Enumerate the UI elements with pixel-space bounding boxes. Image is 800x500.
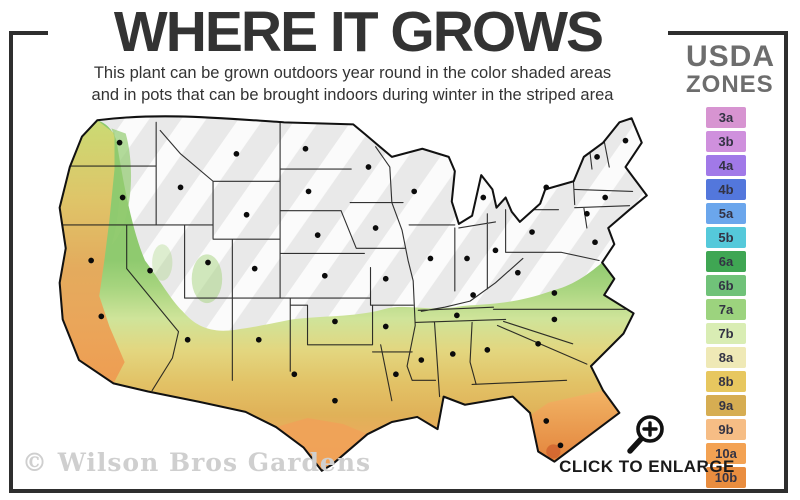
legend-zone-5a: 5a [706,203,746,224]
legend-zone-7b: 7b [706,323,746,344]
subtitle-line-2: and in pots that can be brought indoors … [91,86,614,105]
us-outline [58,115,648,472]
legend-zone-3b: 3b [706,131,746,152]
florida-tip-hot-spot [546,444,561,459]
city-dots [88,137,629,449]
legend-zone-9a: 9a [706,395,746,416]
utah-green-patch [191,254,223,304]
legend-zone-8b: 8b [706,371,746,392]
legend-zone-6b: 6b [706,275,746,296]
legend-zone-label: 4a [718,158,734,173]
legend-zone-label: 10a [715,446,737,461]
florida-orange [531,390,620,462]
click-to-enlarge-button[interactable]: CLICK TO ENLARGE [559,457,735,476]
legend-zone-4b: 4b [706,179,746,200]
legend-zone-7a: 7a [706,299,746,320]
legend-zone-3a: 3a [706,107,746,128]
legend-zone-label: 3b [718,134,734,149]
legend-zone-label: 5b [718,230,734,245]
legend-zone-10a: 10a [706,443,746,464]
west-coast-zone-strip [59,120,125,384]
usda-zones-map[interactable] [18,108,658,478]
watermark: © Wilson Bros Gardens [22,448,372,477]
legend-zone-label: 3a [718,110,734,125]
legend-zone-9b: 9b [706,419,746,440]
cascades-green-patch [111,128,132,246]
legend-zone-label: 4b [718,182,734,197]
legend-zone-4a: 4a [706,155,746,176]
legend-zones: 3a 3b 4a 4b 5a 5b 6a 6b 7a 7b 8a 8b 9a 9b 10a 10b [686,107,766,488]
legend-zone-label: 6b [718,278,734,293]
usda-zones-legend: USDA ZONES 3a 3b 4a 4b 5a 5b 6a 6b 7a 7b 8a 8b 9a 9b 1… [686,40,776,488]
south-texas-orange [276,417,368,471]
map-fill-layers [59,116,647,471]
legend-zone-10b: 10b [706,467,746,488]
zoom-in-icon[interactable] [622,412,670,460]
map-container [18,108,658,478]
legend-zone-label: 8a [718,350,734,365]
legend-zone-label: 9b [718,422,734,437]
legend-title-usda: USDA [686,40,776,73]
subtitle: This plant can be grown outdoors year ro… [30,62,675,107]
legend-zone-label: 7b [718,326,734,341]
legend-zone-6a: 6a [706,251,746,272]
legend-zone-label: 7a [718,302,734,317]
legend-zone-label: 10b [714,470,738,485]
legend-zone-label: 9a [718,398,734,413]
legend-zone-label: 8b [718,374,734,389]
legend-zone-label: 5a [718,206,734,221]
subtitle-line-1: This plant can be grown outdoors year ro… [93,64,612,82]
legend-zone-label: 6a [718,254,734,269]
nevada-green-patch [152,244,173,281]
page-title: WHERE IT GROWS [48,0,668,64]
legend-title-zones: ZONES [686,71,774,98]
legend-zone-8a: 8a [706,347,746,368]
legend-zone-5b: 5b [706,227,746,248]
